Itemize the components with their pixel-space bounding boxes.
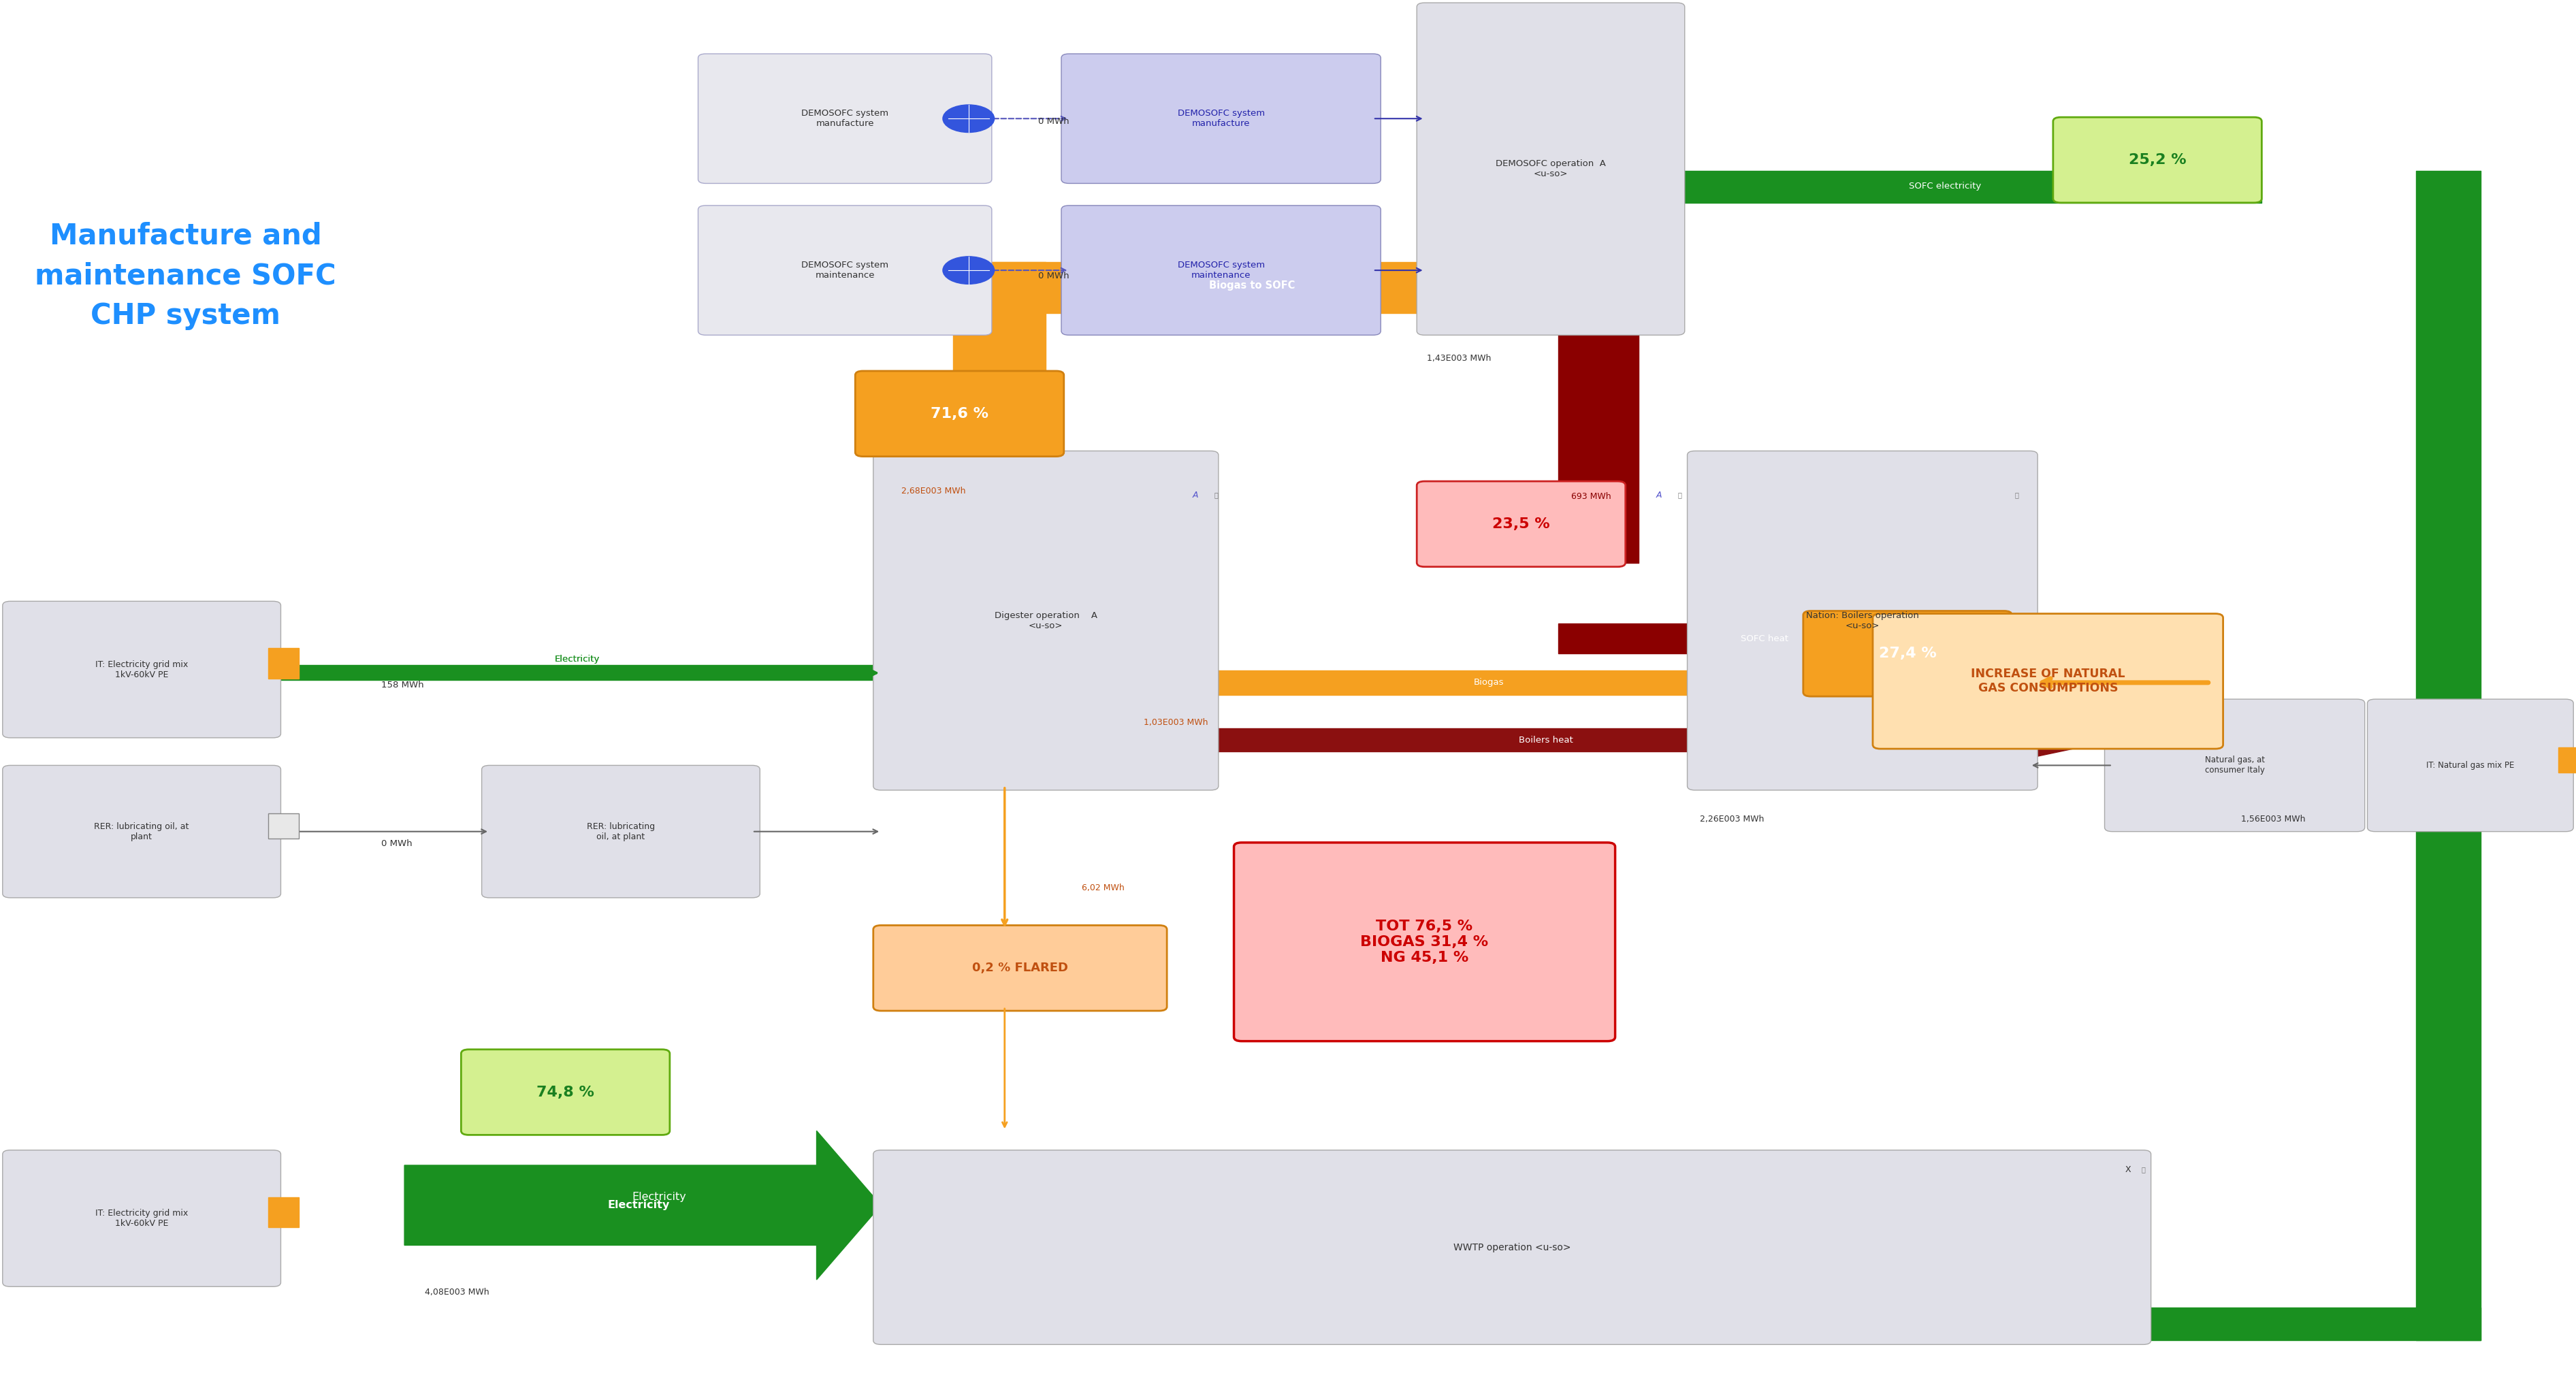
- Text: 74,8 %: 74,8 %: [536, 1085, 595, 1099]
- Text: DEMOSOFC system
maintenance: DEMOSOFC system maintenance: [1177, 261, 1265, 280]
- Text: 4,08E003 MWh: 4,08E003 MWh: [425, 1288, 489, 1296]
- FancyBboxPatch shape: [2105, 699, 2365, 832]
- FancyBboxPatch shape: [855, 371, 1064, 456]
- Text: Manufacture and
maintenance SOFC
CHP system: Manufacture and maintenance SOFC CHP sys…: [36, 222, 335, 330]
- FancyBboxPatch shape: [698, 205, 992, 335]
- FancyBboxPatch shape: [461, 1049, 670, 1135]
- FancyBboxPatch shape: [1803, 611, 2012, 696]
- FancyBboxPatch shape: [698, 54, 992, 183]
- Text: 1,43E003 MWh: 1,43E003 MWh: [1427, 354, 1492, 363]
- FancyBboxPatch shape: [1873, 614, 2223, 749]
- Text: Natural gas, at
consumer Italy: Natural gas, at consumer Italy: [2205, 756, 2264, 775]
- FancyBboxPatch shape: [3, 765, 281, 898]
- Text: A: A: [1656, 491, 1662, 499]
- Circle shape: [943, 105, 994, 132]
- Text: 2,68E003 MWh: 2,68E003 MWh: [902, 487, 966, 495]
- Polygon shape: [404, 1131, 881, 1280]
- Text: Biogas to SOFC: Biogas to SOFC: [1208, 280, 1296, 291]
- Text: 23,5 %: 23,5 %: [1492, 517, 1551, 531]
- Text: 1,56E003 MWh: 1,56E003 MWh: [2241, 815, 2306, 823]
- FancyBboxPatch shape: [2367, 699, 2573, 832]
- Text: INCREASE OF NATURAL
GAS CONSUMPTIONS: INCREASE OF NATURAL GAS CONSUMPTIONS: [1971, 667, 2125, 695]
- Polygon shape: [1801, 663, 1860, 702]
- Text: 1,03E003 MWh: 1,03E003 MWh: [1144, 718, 1208, 727]
- Text: Electricity: Electricity: [554, 655, 600, 663]
- Text: DEMOSOFC system
maintenance: DEMOSOFC system maintenance: [801, 261, 889, 280]
- FancyBboxPatch shape: [268, 648, 299, 678]
- Text: DEMOSOFC operation  A
<u-so>: DEMOSOFC operation A <u-so>: [1497, 160, 1605, 178]
- Text: Electricity: Electricity: [631, 1191, 688, 1202]
- Text: Electricity: Electricity: [554, 655, 600, 663]
- FancyBboxPatch shape: [1417, 3, 1685, 335]
- FancyBboxPatch shape: [268, 814, 299, 838]
- Text: DEMOSOFC system
manufacture: DEMOSOFC system manufacture: [1177, 109, 1265, 128]
- FancyBboxPatch shape: [2558, 747, 2576, 772]
- FancyBboxPatch shape: [873, 451, 1218, 790]
- Text: DEMOSOFC system
manufacture: DEMOSOFC system manufacture: [801, 109, 889, 128]
- Text: 0 MWh: 0 MWh: [381, 840, 412, 848]
- FancyBboxPatch shape: [1417, 481, 1625, 567]
- FancyBboxPatch shape: [1061, 54, 1381, 183]
- FancyBboxPatch shape: [873, 1150, 2151, 1345]
- Text: ⛓: ⛓: [2141, 1167, 2146, 1172]
- Text: SOFC electricity: SOFC electricity: [1909, 182, 1981, 190]
- Text: TOT 76,5 %
BIOGAS 31,4 %
NG 45,1 %: TOT 76,5 % BIOGAS 31,4 % NG 45,1 %: [1360, 920, 1489, 964]
- Text: IT: Electricity grid mix
1kV-60kV PE: IT: Electricity grid mix 1kV-60kV PE: [95, 661, 188, 678]
- Text: X: X: [2125, 1165, 2130, 1174]
- Text: 0 MWh: 0 MWh: [1038, 272, 1069, 280]
- Text: 25,2 %: 25,2 %: [2128, 153, 2187, 167]
- FancyBboxPatch shape: [3, 1150, 281, 1287]
- Text: Digester operation    A
<u-so>: Digester operation A <u-so>: [994, 611, 1097, 630]
- FancyBboxPatch shape: [268, 1197, 299, 1227]
- Text: 27,4 %: 27,4 %: [1878, 647, 1937, 661]
- Text: SOFC heat: SOFC heat: [1741, 634, 1788, 643]
- FancyBboxPatch shape: [1234, 843, 1615, 1041]
- Text: 71,6 %: 71,6 %: [930, 407, 989, 421]
- Text: Boilers heat: Boilers heat: [1517, 736, 1574, 745]
- Text: Nation: Boilers operation
<u-so>: Nation: Boilers operation <u-so>: [1806, 611, 1919, 630]
- Text: 693 MWh: 693 MWh: [1571, 492, 1610, 501]
- FancyBboxPatch shape: [1061, 205, 1381, 335]
- FancyBboxPatch shape: [1687, 451, 2038, 790]
- Polygon shape: [1512, 256, 1623, 319]
- Polygon shape: [2027, 616, 2112, 661]
- Text: ⛓: ⛓: [1213, 492, 1218, 498]
- Text: ⛓: ⛓: [1677, 492, 1682, 498]
- FancyBboxPatch shape: [3, 601, 281, 738]
- Text: 0,2 % FLARED: 0,2 % FLARED: [971, 963, 1069, 974]
- Text: RER: lubricating
oil, at plant: RER: lubricating oil, at plant: [587, 822, 654, 841]
- Text: A: A: [1193, 491, 1198, 499]
- Text: IT: Natural gas mix PE: IT: Natural gas mix PE: [2427, 761, 2514, 769]
- FancyBboxPatch shape: [873, 925, 1167, 1011]
- Text: ⛓: ⛓: [2014, 492, 2020, 498]
- Text: 6,02 MWh: 6,02 MWh: [1082, 884, 1126, 892]
- FancyBboxPatch shape: [2053, 117, 2262, 203]
- Text: IT: Electricity grid mix
1kV-60kV PE: IT: Electricity grid mix 1kV-60kV PE: [95, 1209, 188, 1227]
- Text: WWTP operation <u-so>: WWTP operation <u-so>: [1453, 1242, 1571, 1252]
- Text: 0 MWh: 0 MWh: [1038, 117, 1069, 125]
- Text: Electricity: Electricity: [608, 1200, 670, 1211]
- Circle shape: [943, 256, 994, 284]
- Text: Biogas: Biogas: [1473, 678, 1504, 687]
- Text: RER: lubricating oil, at
plant: RER: lubricating oil, at plant: [95, 822, 188, 841]
- Text: 158 MWh: 158 MWh: [381, 681, 425, 690]
- Text: 2,26E003 MWh: 2,26E003 MWh: [1700, 815, 1765, 823]
- FancyBboxPatch shape: [482, 765, 760, 898]
- Polygon shape: [2027, 721, 2112, 758]
